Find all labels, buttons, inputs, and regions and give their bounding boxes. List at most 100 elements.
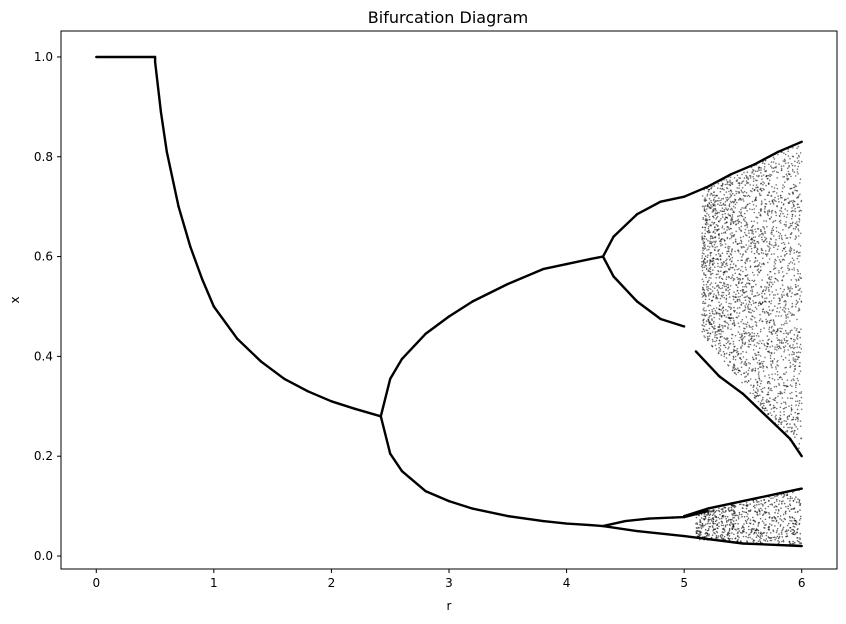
chaos-point (707, 270, 710, 273)
chaos-point (731, 235, 733, 237)
data-point (379, 415, 383, 418)
chaos-point (728, 296, 731, 298)
chaos-point (756, 274, 759, 276)
chaos-point (712, 529, 714, 532)
chaos-point (798, 346, 801, 349)
chaos-point (778, 270, 780, 272)
chaos-point (771, 200, 774, 203)
chaos-point (735, 265, 737, 268)
chaos-point (754, 306, 757, 309)
chaos-point (705, 276, 707, 279)
chaos-point (762, 232, 764, 235)
chaos-point (793, 517, 796, 520)
chaos-point (744, 327, 746, 330)
chaos-point (799, 245, 802, 247)
chaos-point (726, 271, 728, 273)
chaos-point (779, 406, 782, 409)
chaos-point (732, 317, 735, 320)
chaos-point (790, 295, 792, 298)
chaos-point (707, 511, 709, 513)
chaos-point (776, 205, 778, 207)
chaos-point (781, 238, 783, 241)
chaos-point (791, 427, 793, 430)
chaos-point (727, 284, 730, 286)
chaos-point (719, 518, 721, 520)
chaos-point (710, 235, 712, 237)
chaos-point (785, 332, 788, 334)
chaos-point (772, 203, 775, 205)
chaos-point (789, 233, 792, 236)
chaos-point (774, 516, 777, 519)
chaos-point (760, 215, 762, 217)
chaos-point (753, 246, 756, 249)
chaos-point (738, 273, 741, 275)
chaos-point (754, 506, 756, 509)
chaos-point (742, 191, 744, 194)
chaos-point (702, 249, 704, 252)
chaos-point (707, 339, 709, 341)
chaos-point (799, 351, 802, 354)
chaos-point (774, 153, 776, 156)
chaos-point (791, 385, 793, 388)
chaos-point (768, 496, 770, 498)
chaos-point (796, 206, 799, 209)
chaos-point (740, 540, 742, 542)
chaos-point (734, 238, 737, 241)
chaos-point (708, 246, 711, 248)
chaos-point (718, 333, 720, 335)
chaos-point (777, 420, 780, 423)
chaos-point (779, 392, 781, 395)
chaos-point (703, 258, 706, 261)
data-point (212, 305, 216, 308)
chaos-point (724, 265, 726, 268)
chaos-point (788, 345, 791, 348)
chaos-point (758, 347, 761, 349)
chaos-point (704, 255, 707, 257)
chaos-point (704, 223, 707, 225)
chaos-point (716, 245, 718, 248)
chaos-point (708, 516, 710, 519)
chaos-point (768, 278, 771, 280)
chaos-point (750, 311, 752, 314)
chaos-point (696, 514, 698, 516)
chaos-point (787, 197, 789, 200)
chaos-point (758, 262, 761, 264)
chaos-point (798, 442, 801, 445)
chaos-point (751, 285, 753, 288)
chaos-point (725, 285, 727, 288)
chaos-point (718, 211, 720, 214)
chaos-point (734, 334, 737, 337)
chaos-point (794, 523, 796, 525)
chaos-point (721, 535, 724, 537)
chaos-point (702, 308, 704, 311)
chaos-point (789, 497, 791, 500)
chaos-point (764, 356, 766, 359)
chaos-point (797, 289, 800, 292)
chaos-point (726, 209, 729, 211)
chaos-point (727, 508, 730, 510)
chaos-point (770, 216, 773, 218)
chaos-point (799, 532, 802, 535)
chaos-point (726, 258, 728, 261)
chaos-point (783, 495, 785, 498)
chaos-point (761, 406, 764, 408)
chaos-point (751, 290, 754, 293)
chaos-point (727, 245, 729, 248)
chaos-point (763, 360, 765, 363)
chaos-point (779, 306, 782, 309)
chaos-point (703, 266, 706, 269)
chaos-point (725, 289, 727, 292)
chaos-point (703, 253, 705, 255)
chaos-point (702, 261, 705, 264)
chaos-point (798, 447, 800, 450)
chaos-point (783, 243, 786, 246)
chaos-point (774, 422, 776, 424)
chaos-point (707, 214, 710, 216)
chaos-point (738, 268, 740, 270)
chaos-point (796, 328, 798, 330)
chaos-point (700, 513, 703, 516)
chaos-point (799, 425, 802, 428)
chaos-point (765, 534, 768, 537)
chaos-point (733, 194, 736, 197)
chaos-point (762, 181, 764, 183)
